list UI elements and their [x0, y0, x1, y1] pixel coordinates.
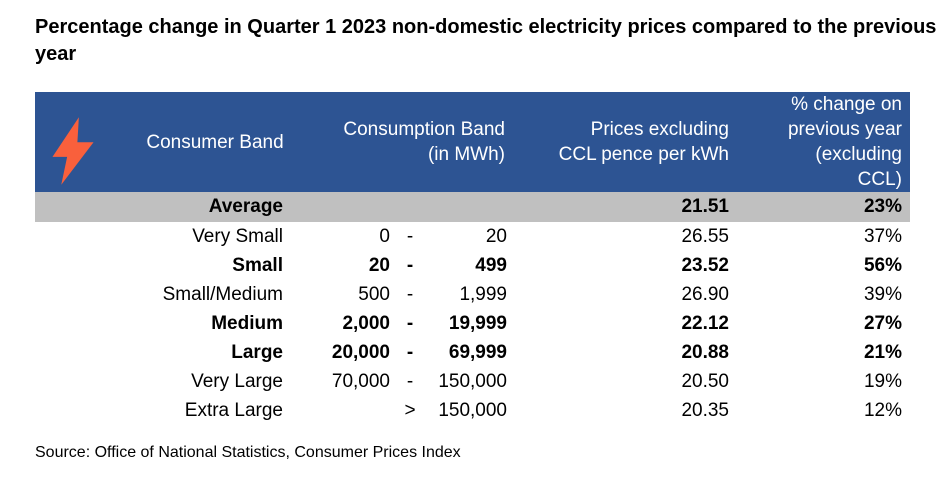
consumer-band-cell: Large — [231, 341, 283, 363]
table-row: Extra Large > 150,000 20.35 12% — [35, 396, 910, 425]
col-header-prices-excluding-ccl: Prices excluding CCL pence per kWh — [558, 119, 729, 165]
consumption-upper-cell: 150,000 — [438, 370, 507, 392]
pct-change-cell: 21% — [863, 341, 902, 363]
lightning-bolt-icon — [51, 117, 94, 185]
consumption-separator-cell: - — [406, 225, 414, 247]
table-row: Large 20,000 - 69,999 20.88 21% — [35, 338, 910, 367]
header-icon-cell — [35, 92, 110, 192]
consumption-upper-cell: 499 — [475, 254, 507, 276]
consumption-separator-cell: - — [406, 283, 414, 305]
consumer-band-cell: Extra Large — [184, 399, 283, 421]
consumer-band-cell: Very Small — [192, 225, 283, 247]
pct-change-cell: 12% — [863, 399, 902, 421]
pct-change-cell: 37% — [863, 225, 902, 247]
electricity-prices-table: Consumer Band Consumption Band (in MWh) … — [35, 92, 910, 425]
consumer-band-cell: Small/Medium — [162, 283, 283, 305]
table-row: Medium 2,000 - 19,999 22.12 27% — [35, 309, 910, 338]
consumption-lower-cell: 0 — [379, 225, 390, 247]
pct-change-cell: 56% — [863, 254, 902, 276]
price-excluding-ccl-cell: 22.12 — [681, 312, 729, 334]
consumption-lower-cell: 70,000 — [331, 370, 390, 392]
table-row: Very Large 70,000 - 150,000 20.50 19% — [35, 367, 910, 396]
price-excluding-ccl-cell: 20.50 — [681, 370, 729, 392]
consumption-upper-cell: 150,000 — [438, 399, 507, 421]
consumption-separator-cell: - — [406, 312, 414, 334]
consumption-separator-cell: - — [406, 341, 414, 363]
table-row: Small/Medium 500 - 1,999 26.90 39% — [35, 280, 910, 309]
consumption-upper-cell: 69,999 — [448, 341, 507, 363]
table-row: Very Small 0 - 20 26.55 37% — [35, 222, 910, 251]
price-excluding-ccl-cell: 26.55 — [681, 225, 729, 247]
consumer-band-cell: Medium — [211, 312, 283, 334]
consumption-lower-cell: 20 — [368, 254, 390, 276]
table-row: Small 20 - 499 23.52 56% — [35, 251, 910, 280]
col-header-consumption-band: Consumption Band (in MWh) — [343, 119, 505, 165]
page: Percentage change in Quarter 1 2023 non-… — [0, 14, 950, 462]
table-header-row: Consumer Band Consumption Band (in MWh) … — [35, 92, 910, 192]
source-note: Source: Office of National Statistics, C… — [35, 444, 461, 461]
table-body: Average 21.51 23% Very Small 0 - 20 26.5… — [35, 192, 910, 425]
consumption-lower-cell: 500 — [358, 283, 390, 305]
consumer-band-cell: Very Large — [191, 370, 283, 392]
price-excluding-ccl-cell: 23.52 — [681, 254, 729, 276]
consumption-upper-cell: 1,999 — [459, 283, 507, 305]
pct-change-cell: 39% — [863, 283, 902, 305]
price-excluding-ccl-cell: 20.88 — [681, 341, 729, 363]
table-row: Average 21.51 23% — [35, 192, 910, 222]
price-excluding-ccl-cell: 26.90 — [681, 283, 729, 305]
figure-title: Percentage change in Quarter 1 2023 non-… — [35, 16, 937, 65]
consumption-upper-cell: 19,999 — [448, 312, 507, 334]
consumption-separator-cell: - — [406, 254, 414, 276]
consumption-separator-cell: - — [406, 370, 414, 392]
price-excluding-ccl-cell: 21.51 — [681, 196, 729, 217]
pct-change-cell: 27% — [863, 312, 902, 334]
pct-change-cell: 23% — [863, 196, 902, 217]
consumption-upper-cell: 20 — [485, 225, 507, 247]
price-excluding-ccl-cell: 20.35 — [681, 399, 729, 421]
consumption-lower-cell: 2,000 — [342, 312, 390, 334]
consumption-lower-cell: 20,000 — [331, 341, 390, 363]
col-header-pct-change: % change on previous year (excluding CCL… — [787, 94, 902, 190]
pct-change-cell: 19% — [863, 370, 902, 392]
consumption-separator-cell: > — [404, 399, 416, 421]
consumer-band-cell: Small — [232, 254, 283, 276]
consumer-band-cell: Average — [208, 196, 283, 217]
col-header-consumer-band: Consumer Band — [146, 131, 284, 153]
